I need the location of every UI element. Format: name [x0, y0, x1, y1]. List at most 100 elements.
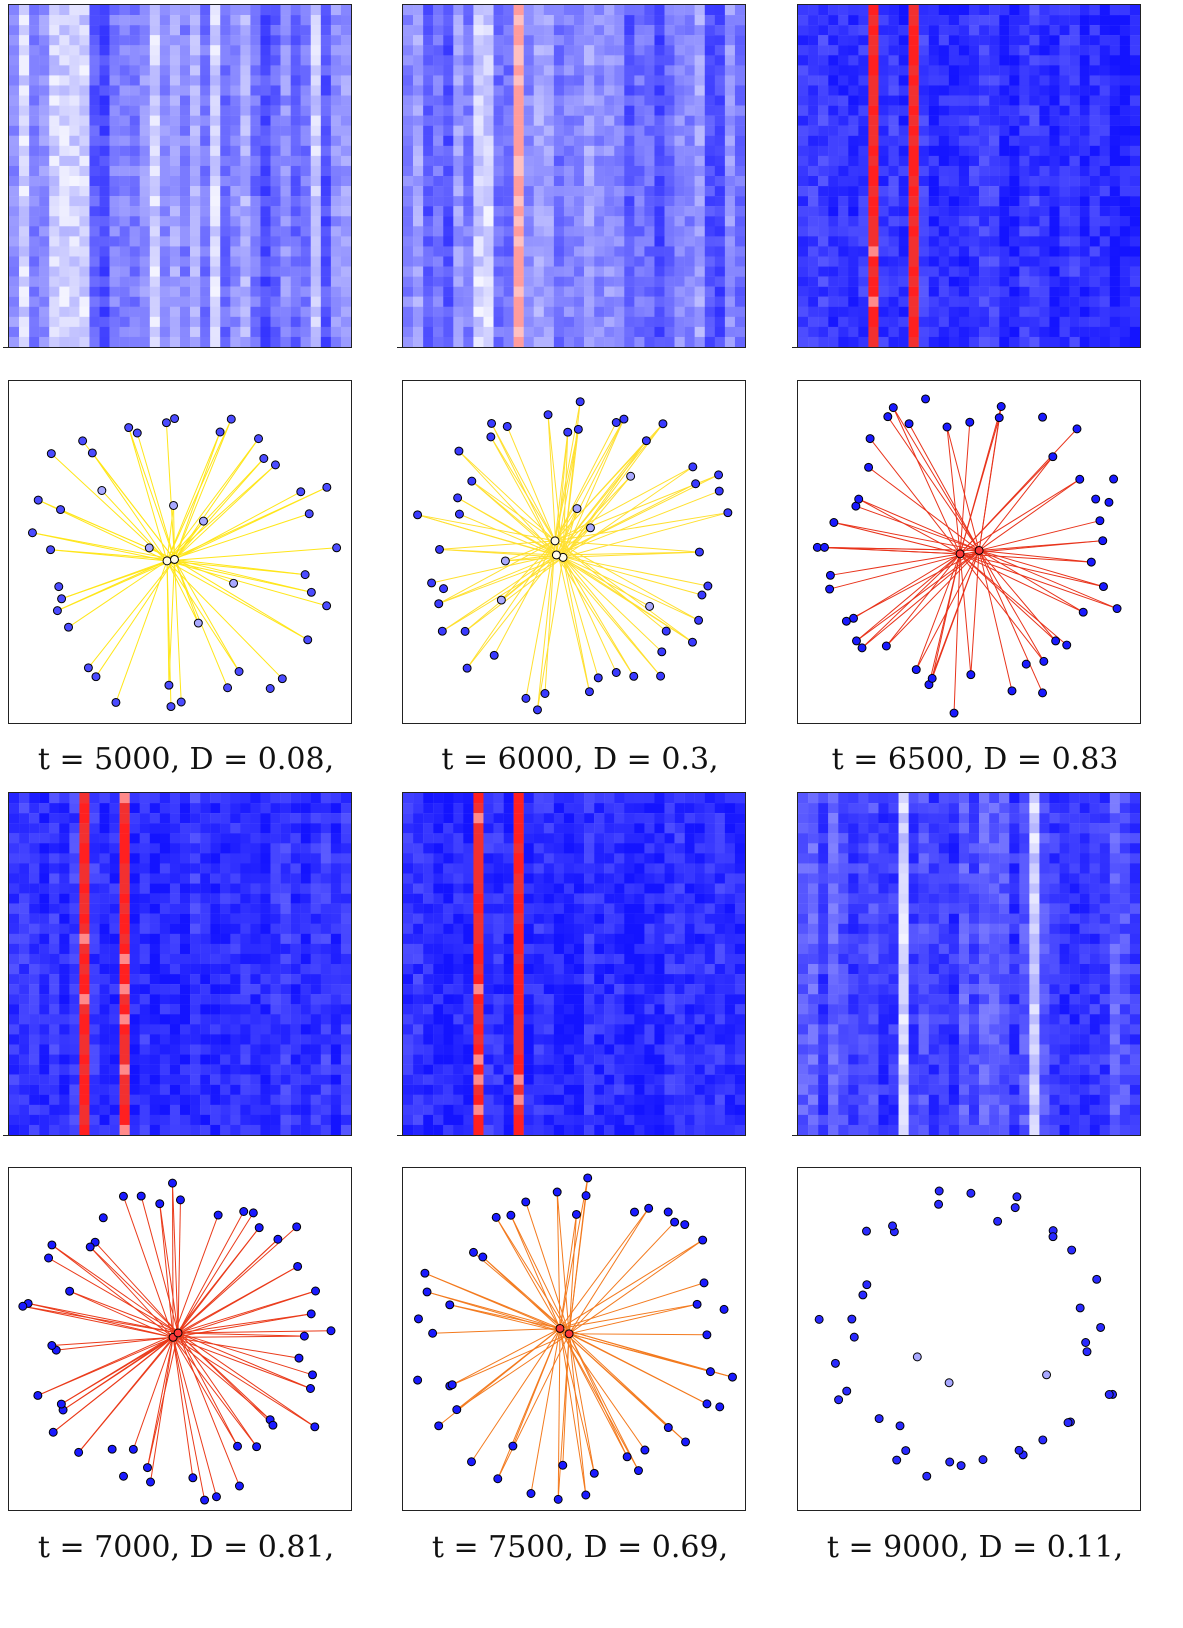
network-edge	[166, 547, 337, 562]
heatmap-cell	[129, 5, 140, 16]
heatmap-cell	[838, 25, 849, 36]
heatmap-cell	[928, 45, 940, 56]
heatmap-cell	[220, 65, 231, 76]
heatmap-cell	[290, 216, 301, 227]
heatmap-cell	[594, 176, 605, 187]
heatmap-cell	[1029, 196, 1040, 207]
heatmap-cell	[1049, 55, 1060, 66]
heatmap-cell	[533, 65, 545, 76]
heatmap-cell	[1119, 266, 1131, 277]
network-edge	[562, 440, 647, 558]
heatmap-cell	[493, 95, 504, 106]
heatmap-cell	[129, 964, 140, 975]
network-node	[694, 547, 704, 557]
heatmap-cell	[443, 145, 454, 157]
heatmap-cell	[69, 186, 80, 197]
heatmap-cell	[989, 266, 1000, 277]
network-edge	[562, 557, 599, 678]
heatmap-cell	[898, 306, 909, 318]
network-edge	[562, 556, 663, 653]
heatmap-cell	[340, 286, 351, 297]
heatmap-cell	[320, 246, 332, 257]
heatmap-cell	[79, 933, 90, 945]
heatmap-cell	[513, 206, 524, 217]
heatmap-cell	[1029, 95, 1040, 106]
heatmap-cell	[330, 15, 342, 26]
heatmap-cell	[948, 256, 960, 267]
heatmap-cell	[340, 165, 351, 177]
heatmap-cell	[674, 145, 685, 157]
heatmap-cell	[463, 105, 474, 116]
heatmap-cell	[169, 186, 181, 197]
heatmap-cell	[948, 15, 960, 26]
heatmap-cell	[624, 276, 635, 287]
heatmap-cell	[513, 276, 524, 287]
heatmap-cell	[210, 964, 221, 975]
heatmap-cell	[270, 15, 281, 26]
heatmap-cell	[79, 1074, 90, 1085]
heatmap-cell	[149, 943, 161, 955]
heatmap-cell	[180, 135, 191, 147]
heatmap-cell	[644, 75, 655, 86]
heatmap-cell	[210, 1074, 221, 1085]
heatmap-cell	[59, 953, 70, 965]
heatmap-cell	[310, 883, 322, 894]
heatmap-cell	[200, 833, 211, 844]
heatmap-cell	[574, 115, 585, 126]
heatmap-cell	[220, 95, 231, 106]
heatmap-cell	[200, 216, 211, 227]
heatmap-cell	[200, 1024, 211, 1035]
heatmap-cell	[79, 336, 90, 347]
heatmap-cell	[9, 296, 20, 307]
heatmap-cell	[928, 85, 940, 96]
heatmap-cell	[898, 105, 909, 116]
heatmap-cell	[340, 95, 351, 106]
heatmap-cell	[1009, 226, 1020, 237]
heatmap-cell	[1119, 65, 1131, 76]
heatmap-cell	[624, 65, 635, 76]
heatmap-cell	[159, 1104, 171, 1116]
heatmap-cell	[574, 266, 585, 277]
heatmap-cell	[868, 65, 879, 76]
heatmap-cell	[340, 953, 351, 965]
heatmap-cell	[908, 196, 919, 207]
heatmap-cell	[798, 296, 809, 307]
heatmap-cell	[908, 85, 919, 96]
heatmap-cell	[29, 1114, 40, 1126]
heatmap-cell	[210, 155, 221, 167]
network-node	[611, 668, 621, 677]
heatmap-cell	[240, 863, 251, 874]
caption-6000: t = 6000, D = 0.3,	[441, 742, 719, 777]
heatmap-cell	[948, 35, 960, 46]
heatmap-cell	[604, 25, 615, 36]
heatmap-cell	[290, 863, 301, 874]
heatmap-cell	[300, 25, 311, 36]
heatmap-cell	[109, 256, 120, 267]
heatmap-cell	[938, 105, 950, 116]
heatmap-cell	[523, 125, 534, 136]
heatmap-cell	[260, 105, 271, 116]
heatmap-cell	[423, 336, 434, 347]
heatmap-cell	[584, 145, 595, 157]
heatmap-cell	[109, 1004, 120, 1015]
heatmap-cell	[99, 296, 110, 307]
heatmap-cell	[180, 863, 191, 874]
heatmap-cell	[1129, 206, 1140, 217]
heatmap-cell	[463, 286, 474, 297]
heatmap-cell	[169, 1114, 181, 1126]
heatmap-cell	[543, 35, 555, 46]
heatmap-cell	[1129, 226, 1140, 237]
heatmap-cell	[260, 125, 271, 136]
heatmap-cell	[280, 933, 291, 945]
heatmap-cell	[989, 105, 1000, 116]
heatmap-cell	[543, 316, 555, 328]
heatmap-cell	[300, 903, 311, 914]
heatmap-cell	[260, 236, 271, 247]
heatmap-cell	[413, 296, 424, 307]
heatmap-cell	[49, 833, 60, 844]
heatmap-cell	[270, 276, 281, 287]
heatmap-cell	[938, 5, 950, 16]
heatmap-cell	[250, 863, 261, 874]
heatmap-cell	[230, 125, 241, 136]
heatmap-cell	[330, 803, 342, 814]
